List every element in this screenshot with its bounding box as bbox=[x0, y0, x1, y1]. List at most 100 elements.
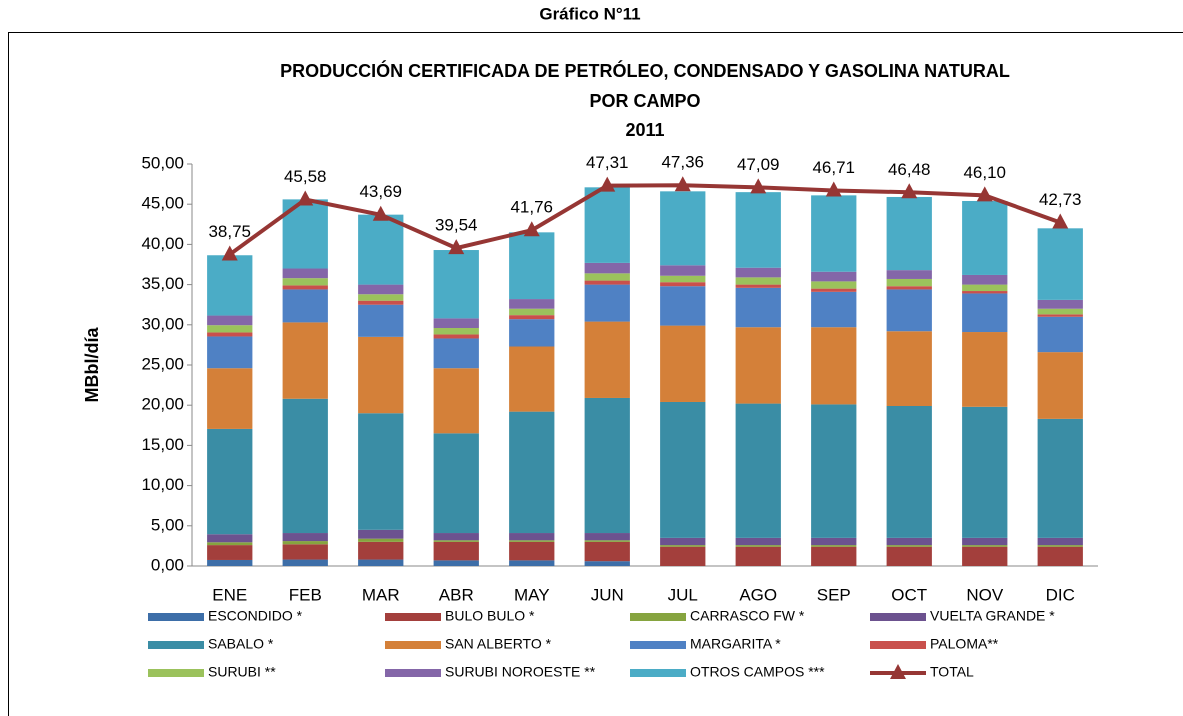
bar-segment bbox=[282, 533, 328, 542]
bar-segment bbox=[735, 537, 781, 546]
y-tick-label: 35,00 bbox=[141, 274, 184, 293]
total-marker bbox=[825, 181, 842, 197]
bar-segment bbox=[1037, 537, 1083, 546]
bar-segment bbox=[433, 541, 479, 561]
y-tick-label: 30,00 bbox=[141, 314, 184, 333]
legend-swatch bbox=[385, 613, 441, 621]
bar-segment bbox=[1037, 418, 1083, 538]
y-axis-label: MBbl/día bbox=[82, 327, 102, 403]
y-tick-label: 15,00 bbox=[141, 435, 184, 454]
x-tick-label: JUL bbox=[668, 585, 698, 604]
total-marker bbox=[372, 205, 389, 221]
bar-segment bbox=[1037, 316, 1083, 353]
legend-swatch bbox=[385, 641, 441, 649]
bar-segment bbox=[509, 346, 555, 412]
bar-segment bbox=[584, 533, 630, 541]
legend-label: PALOMA** bbox=[930, 636, 999, 652]
bar-segment bbox=[207, 332, 253, 337]
total-marker bbox=[901, 183, 918, 199]
bar-segment bbox=[962, 332, 1008, 407]
bar-segment bbox=[509, 299, 555, 309]
legend-label: SAN ALBERTO * bbox=[445, 636, 552, 652]
total-marker bbox=[750, 178, 767, 194]
x-tick-label: ENE bbox=[212, 585, 247, 604]
legend-label: TOTAL bbox=[930, 664, 974, 680]
bar-segment bbox=[1037, 545, 1083, 547]
bar-segment bbox=[811, 327, 857, 405]
x-tick-label: OCT bbox=[891, 585, 927, 604]
bar-segment bbox=[584, 187, 630, 263]
legend-label: SURUBI ** bbox=[208, 664, 276, 680]
bar-segment bbox=[660, 545, 706, 547]
y-tick-label: 50,00 bbox=[141, 153, 184, 172]
chart-title: PRODUCCIÓN CERTIFICADA DE PETRÓLEO, COND… bbox=[280, 60, 1010, 81]
legend-swatch bbox=[385, 669, 441, 677]
bar-segment bbox=[886, 406, 932, 538]
bar-segment bbox=[962, 293, 1008, 333]
total-marker bbox=[523, 221, 540, 237]
bar-segment bbox=[962, 545, 1008, 547]
legend-swatch bbox=[870, 641, 926, 649]
total-marker bbox=[599, 176, 616, 192]
legend-swatch bbox=[630, 641, 686, 649]
bar-segment bbox=[207, 315, 253, 326]
bar-segment bbox=[282, 544, 328, 560]
bar-segment bbox=[358, 336, 404, 414]
bar-segment bbox=[660, 191, 706, 266]
bar-segment bbox=[886, 196, 932, 271]
total-marker bbox=[448, 239, 465, 255]
bar-segment bbox=[509, 411, 555, 534]
bar-segment bbox=[811, 271, 857, 282]
total-marker bbox=[297, 190, 314, 206]
data-label: 47,09 bbox=[737, 155, 780, 174]
bar-segment bbox=[433, 368, 479, 434]
legend-swatch bbox=[148, 613, 204, 621]
bar-segment bbox=[735, 403, 781, 538]
bar-segment bbox=[962, 406, 1008, 538]
x-tick-label: AGO bbox=[739, 585, 777, 604]
y-tick-label: 5,00 bbox=[151, 515, 184, 534]
bar-segment bbox=[509, 560, 555, 566]
bar-segment bbox=[811, 537, 857, 546]
bar-segment bbox=[1037, 314, 1083, 317]
bar-segment bbox=[509, 533, 555, 541]
x-tick-label: MAY bbox=[514, 585, 550, 604]
total-marker bbox=[976, 186, 993, 202]
bar-segment bbox=[584, 321, 630, 398]
x-tick-label: SEP bbox=[817, 585, 851, 604]
y-tick-label: 10,00 bbox=[141, 475, 184, 494]
bar-segment bbox=[735, 287, 781, 328]
bar-segment bbox=[886, 286, 932, 290]
legend-swatch bbox=[890, 664, 906, 679]
bar-segment bbox=[433, 533, 479, 541]
y-tick-label: 40,00 bbox=[141, 234, 184, 253]
bar-segment bbox=[207, 545, 253, 560]
bar-segment bbox=[735, 277, 781, 285]
bar-segment bbox=[584, 262, 630, 274]
header: Gráfico N°11 bbox=[539, 4, 640, 23]
total-marker bbox=[674, 176, 691, 192]
bar-segment bbox=[1037, 308, 1083, 315]
data-label: 46,10 bbox=[963, 163, 1006, 182]
bar-segment bbox=[962, 546, 1008, 566]
data-label: 46,48 bbox=[888, 160, 931, 179]
total-marker bbox=[221, 245, 238, 261]
bar-segment bbox=[584, 397, 630, 534]
bar-segment bbox=[1037, 352, 1083, 419]
x-tick-label: DIC bbox=[1046, 585, 1075, 604]
bar-segment bbox=[1037, 228, 1083, 300]
bar-segment bbox=[735, 327, 781, 404]
x-tick-label: NOV bbox=[966, 585, 1004, 604]
bar-segment bbox=[962, 291, 1008, 294]
bar-segment bbox=[358, 214, 404, 285]
bar-segment bbox=[660, 401, 706, 538]
bar-segment bbox=[207, 255, 253, 316]
bar-segment bbox=[735, 284, 781, 288]
bar-segment bbox=[660, 537, 706, 546]
bar-segment bbox=[207, 336, 253, 369]
bar-segment bbox=[962, 274, 1008, 285]
bar-segment bbox=[358, 529, 404, 539]
bar-segment bbox=[433, 560, 479, 566]
bar-segment bbox=[735, 546, 781, 566]
